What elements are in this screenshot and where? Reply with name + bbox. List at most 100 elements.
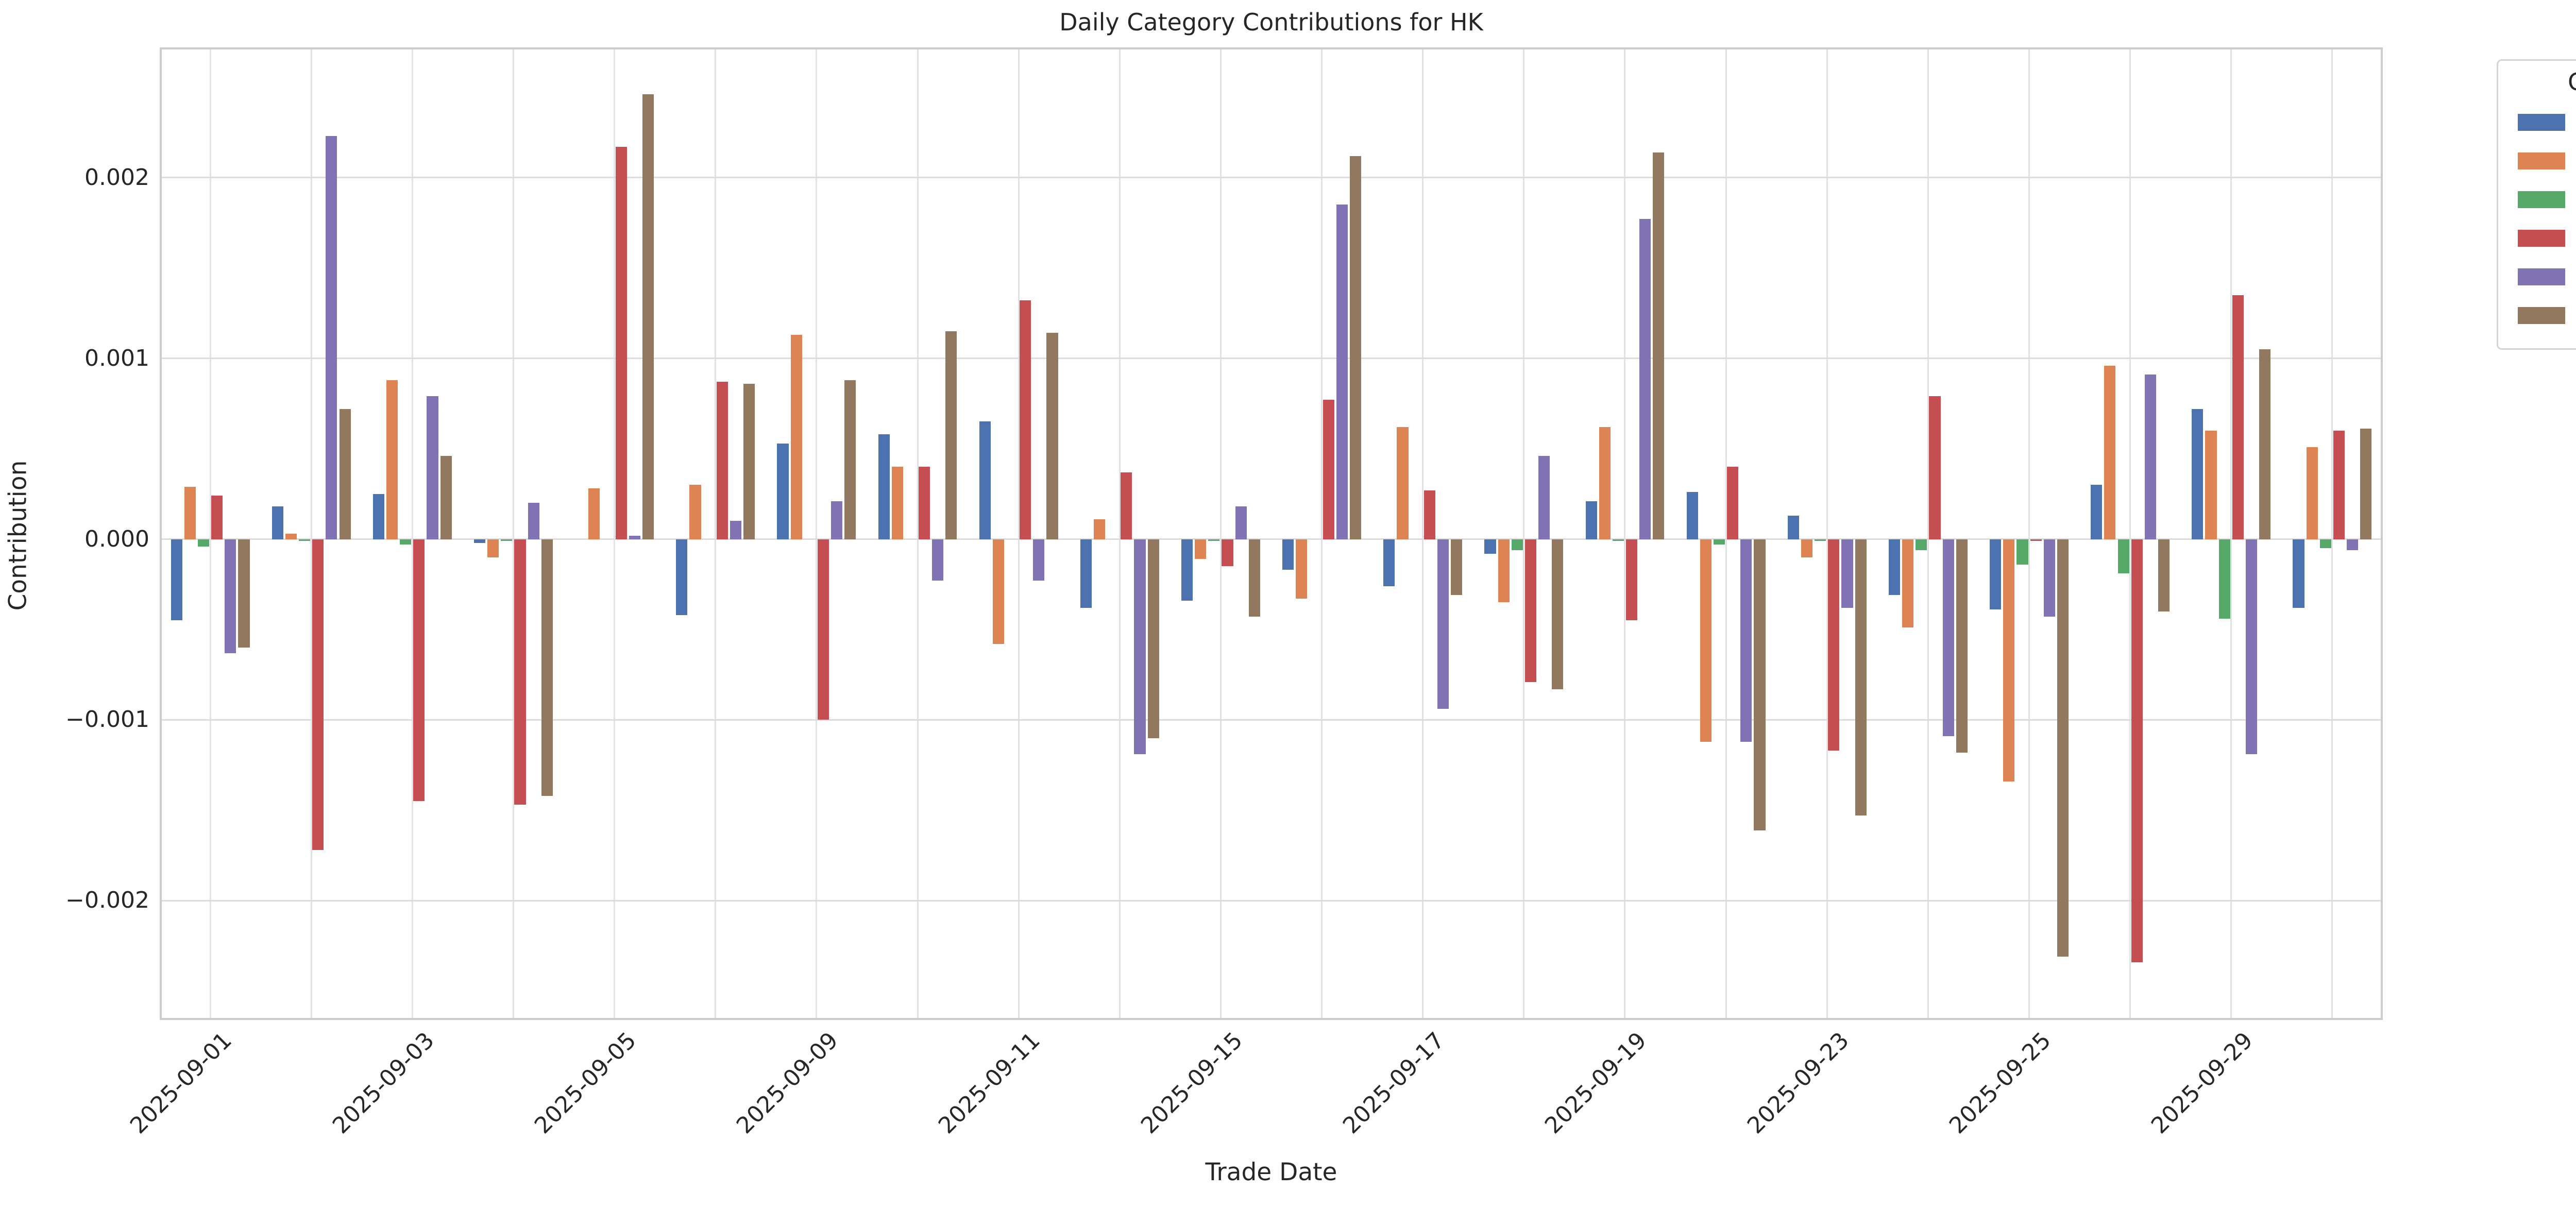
bar-unexplained: [427, 396, 438, 539]
x-gridline: [715, 47, 717, 1020]
bar-alpha_total: [1990, 539, 2002, 610]
bar-tilt_total: [184, 486, 196, 539]
x-gridline: [512, 47, 514, 1020]
bar-alpha_total: [1282, 539, 1294, 570]
bar-cost: [299, 539, 311, 541]
x-tick-label: 2025-09-03: [327, 1027, 439, 1139]
bar-tilt_total: [1296, 539, 1308, 599]
bar-tilt_total: [992, 539, 1004, 644]
bar-Total: [2360, 429, 2372, 539]
legend: Category alpha_totaltilt_totalcostrisk_e…: [2497, 59, 2576, 350]
legend-swatch-cost: [2518, 191, 2565, 208]
bar-tilt_total: [487, 539, 499, 557]
bar-cost: [1612, 539, 1624, 541]
y-tick-label: −0.001: [65, 706, 149, 733]
bar-risk_exposure: [1828, 539, 1840, 751]
x-tick-label: 2025-09-05: [529, 1027, 641, 1139]
x-tick-label: 2025-09-01: [125, 1027, 238, 1139]
bar-risk_exposure: [2333, 430, 2345, 539]
bar-tilt_total: [1700, 539, 1711, 742]
bar-tilt_total: [790, 334, 802, 539]
bar-tilt_total: [1195, 539, 1207, 559]
bar-alpha_total: [1888, 539, 1901, 596]
x-gridline: [1018, 47, 1020, 1020]
bar-Total: [1248, 539, 1260, 617]
bar-Total: [1754, 539, 1766, 830]
bar-unexplained: [629, 535, 640, 539]
bar-Total: [1349, 156, 1361, 539]
bar-tilt_total: [1801, 539, 1813, 557]
x-gridline: [1118, 47, 1121, 1020]
legend-item: Total: [2498, 296, 2576, 335]
bar-tilt_total: [1093, 519, 1106, 539]
bar-Total: [743, 383, 755, 539]
x-gridline: [209, 47, 211, 1020]
bar-tilt_total: [689, 485, 701, 539]
legend-swatch-alpha_total: [2518, 114, 2565, 131]
legend-item: cost: [2498, 180, 2576, 219]
x-tick-label: 2025-09-29: [2146, 1027, 2258, 1139]
bar-alpha_total: [878, 434, 890, 539]
bar-cost: [1713, 539, 1725, 545]
bar-cost: [2117, 539, 2129, 574]
bar-cost: [2218, 539, 2230, 619]
bar-unexplained: [1639, 219, 1651, 539]
bar-unexplained: [1033, 539, 1045, 581]
bar-Total: [844, 380, 856, 539]
y-gridline: [160, 719, 2383, 721]
y-gridline: [160, 177, 2383, 179]
bar-unexplained: [1437, 539, 1449, 709]
bar-alpha_total: [1585, 501, 1597, 539]
bar-cost: [501, 539, 513, 541]
bar-alpha_total: [474, 539, 486, 543]
bar-tilt_total: [2306, 447, 2318, 539]
bar-tilt_total: [2205, 430, 2217, 539]
x-tick-label: 2025-09-23: [1742, 1027, 1854, 1139]
bar-tilt_total: [2104, 365, 2116, 539]
bar-Total: [1653, 152, 1665, 539]
bar-unexplained: [225, 539, 236, 653]
x-gridline: [1927, 47, 1929, 1020]
bar-alpha_total: [1787, 515, 1799, 539]
bar-unexplained: [2144, 375, 2156, 539]
bar-alpha_total: [1484, 539, 1496, 554]
legend-title: Category: [2498, 68, 2576, 96]
bar-risk_exposure: [615, 147, 627, 539]
bar-risk_exposure: [211, 496, 223, 539]
x-gridline: [2028, 47, 2030, 1020]
y-gridline: [160, 358, 2383, 360]
bar-alpha_total: [2192, 409, 2204, 539]
bar-Total: [2259, 349, 2271, 539]
x-gridline: [816, 47, 818, 1020]
x-gridline: [1321, 47, 1323, 1020]
x-tick-label: 2025-09-15: [1136, 1027, 1248, 1139]
x-gridline: [1826, 47, 1828, 1020]
x-gridline: [310, 47, 312, 1020]
bar-risk_exposure: [817, 539, 829, 720]
bar-risk_exposure: [1423, 490, 1435, 539]
bar-Total: [339, 409, 351, 539]
x-axis-label: Trade Date: [1205, 1158, 1337, 1186]
bar-unexplained: [2245, 539, 2258, 755]
legend-swatch-tilt_total: [2518, 152, 2565, 169]
chart-title: Daily Category Contributions for HK: [1059, 8, 1483, 36]
x-tick-label: 2025-09-25: [1944, 1027, 2056, 1139]
bar-risk_exposure: [919, 467, 930, 539]
bar-unexplained: [1235, 506, 1247, 539]
x-tick-label: 2025-09-09: [732, 1027, 843, 1139]
bar-risk_exposure: [1727, 467, 1739, 539]
bar-Total: [1046, 333, 1058, 539]
bar-risk_exposure: [2131, 539, 2143, 962]
legend-swatch-risk_exposure: [2518, 230, 2565, 247]
bar-Total: [541, 539, 553, 796]
bar-unexplained: [932, 539, 944, 581]
bar-tilt_total: [588, 488, 600, 539]
y-tick-label: 0.000: [84, 525, 149, 552]
bar-cost: [1815, 539, 1826, 541]
bar-alpha_total: [1080, 539, 1092, 608]
bar-alpha_total: [979, 421, 991, 539]
bar-Total: [238, 539, 250, 648]
bar-Total: [1552, 539, 1564, 689]
bar-Total: [2057, 539, 2069, 957]
bar-alpha_total: [777, 443, 789, 539]
